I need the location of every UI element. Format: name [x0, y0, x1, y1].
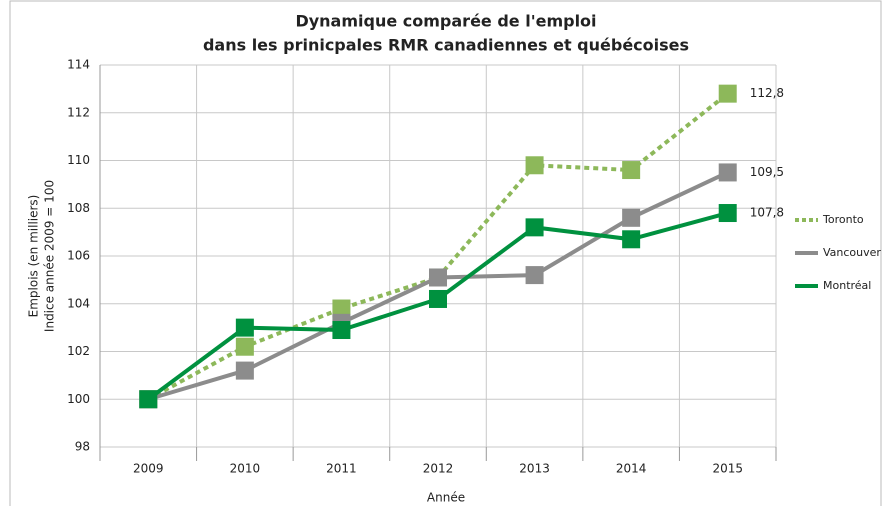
y-tick-label: 114 [67, 58, 90, 72]
y-tick-label: 108 [67, 201, 90, 215]
marker [429, 289, 447, 308]
marker [525, 156, 544, 175]
data-label: 112,8 [750, 86, 784, 100]
series-line [147, 92, 729, 402]
marker [429, 268, 447, 287]
marker [235, 337, 254, 356]
y-tick-label: 102 [67, 344, 90, 358]
x-tick-label: 2012 [423, 462, 454, 476]
marker [139, 390, 158, 409]
y-tick-label: 98 [75, 440, 90, 454]
y-tick-label: 106 [67, 249, 90, 263]
marker [332, 321, 351, 340]
marker [718, 163, 737, 182]
x-tick-label: 2014 [616, 462, 647, 476]
chart-title: dans les prinicpales RMR canadiennes et … [203, 36, 689, 55]
marker [525, 266, 544, 285]
marker [718, 84, 737, 103]
marker [718, 204, 737, 223]
marker [235, 361, 254, 380]
legend-label: Montréal [823, 279, 871, 292]
x-tick-label: 2011 [326, 462, 357, 476]
legend-label: Toronto [822, 213, 864, 226]
chart-title: Dynamique comparée de l'emploi [295, 12, 596, 31]
y-axis-label: Indice année 2009 = 100 [43, 180, 57, 332]
chart-frame [9, 0, 882, 506]
marker [622, 208, 641, 227]
x-tick-label: 2009 [133, 462, 164, 476]
y-tick-label: 112 [67, 105, 90, 119]
y-axis-label: Emplois (en milliers) [27, 195, 41, 318]
x-tick-label: 2015 [712, 462, 743, 476]
x-tick-label: 2013 [519, 462, 550, 476]
marker [332, 299, 351, 318]
y-tick-label: 100 [67, 392, 90, 406]
marker [622, 161, 641, 180]
data-label: 109,5 [750, 165, 784, 179]
legend-label: Vancouver [823, 246, 881, 259]
y-tick-label: 110 [67, 153, 90, 167]
y-tick-label: 104 [67, 296, 90, 310]
marker [525, 218, 544, 237]
x-axis-label: Année [427, 491, 465, 505]
x-tick-label: 2010 [230, 462, 261, 476]
marker [235, 318, 254, 337]
data-label: 107,8 [750, 206, 784, 220]
marker [622, 230, 641, 249]
